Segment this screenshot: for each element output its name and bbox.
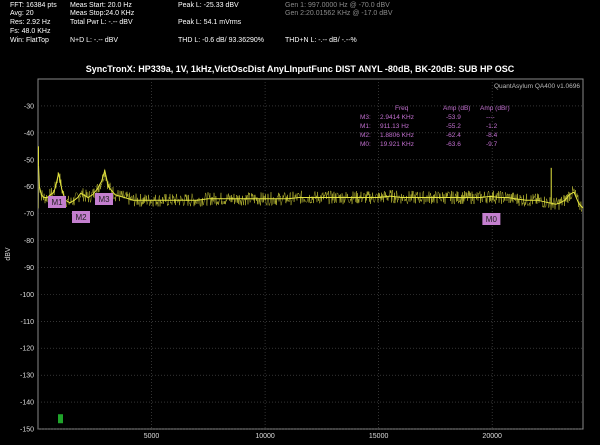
marker-table-cell: -1.2 [486, 123, 498, 130]
stat-line: Avg: 20 [10, 10, 34, 17]
y-axis-label: dBV [5, 247, 12, 261]
marker-table-header: Amp (dBr) [480, 105, 510, 112]
marker-label: M1 [51, 198, 63, 207]
marker-table-cell: M2: [360, 132, 371, 139]
y-tick-label: -120 [20, 346, 34, 353]
chart-title: SyncTronX: HP339a, 1V, 1kHz,VictOscDist … [85, 64, 515, 74]
y-tick-label: -110 [21, 319, 35, 326]
y-tick-label: -80 [24, 238, 34, 245]
marker-label: M3 [98, 195, 110, 204]
marker-label-box [72, 211, 90, 223]
marker-table-cell: ---- [486, 114, 495, 121]
y-tick-label: -40 [24, 130, 34, 137]
marker-table-cell: 1.8806 KHz [380, 132, 414, 139]
marker-table-cell: 19.921 KHz [380, 141, 414, 148]
marker-table-cell: M1: [360, 123, 371, 130]
y-tick-label: -60 [24, 184, 34, 191]
marker-table-cell: -63.6 [446, 141, 461, 148]
marker-table-cell: M3: [360, 114, 371, 121]
stat-line: Peak L: -25.33 dBV [178, 2, 239, 9]
marker-table-cell: M0: [360, 141, 371, 148]
marker-table-cell: -53.9 [446, 114, 461, 121]
y-tick-label: -30 [24, 103, 34, 110]
marker-table-cell: -62.4 [446, 132, 461, 139]
x-tick-label: 20000 [482, 433, 502, 440]
marker-table-cell: -8.4 [486, 132, 498, 139]
watermark: QuantAsylum QA400 v1.0696 [494, 83, 580, 90]
y-tick-label: -130 [20, 373, 34, 380]
y-tick-label: -140 [20, 400, 34, 407]
marker-table-cell: 911.13 Hz [380, 123, 409, 130]
marker-label-box [482, 213, 501, 225]
y-tick-label: -90 [24, 265, 34, 272]
marker-label: M0 [486, 215, 498, 224]
plot-area [37, 78, 584, 430]
stat-line: FFT: 16384 pts [10, 2, 57, 9]
y-tick-label: -100 [20, 292, 34, 299]
stat-line: THD L: -0.6 dB/ 93.36290% [178, 37, 264, 44]
marker-label: M2 [75, 213, 87, 222]
y-tick-label: -150 [20, 427, 34, 434]
stat-line: Fs: 48.0 KHz [10, 28, 51, 35]
green-indicator [58, 414, 63, 424]
marker-table-header: Freq [395, 105, 409, 112]
marker-label-box [48, 196, 66, 208]
marker-table-cell: -55.2 [446, 123, 461, 130]
stat-line: Meas Start: 20.0 Hz [70, 2, 132, 9]
stat-line: Meas Stop:24.0 KHz [70, 10, 135, 17]
marker-label-box [95, 193, 113, 205]
stat-line: Gen 1: 997.0000 Hz @ -70.0 dBV [285, 2, 390, 9]
marker-table-cell: -9.7 [486, 141, 498, 148]
spectrum-noise [38, 169, 583, 212]
stats-panel: FFT: 16384 pts Avg: 20 Res: 2.92 Hz Fs: 48.… [0, 0, 600, 56]
y-tick-label: -50 [24, 157, 34, 164]
x-tick-label: 15000 [369, 433, 389, 440]
stat-line: THD+N L: -.-- dB/ -.--% [285, 37, 357, 44]
x-tick-label: 5000 [144, 433, 160, 440]
x-tick-label: 10000 [255, 433, 275, 440]
stat-line: Res: 2.92 Hz [10, 19, 51, 26]
stat-line: Gen 2:20.01562 KHz @ -17.0 dBV [285, 10, 393, 17]
stat-line: Total Pwr L: -.-- dBV [70, 19, 133, 26]
marker-table-cell: 2.9414 KHz [380, 114, 414, 121]
marker-table-header: Amp (dB) [443, 105, 470, 112]
stat-line: Win: FlatTop [10, 37, 49, 44]
stat-line: N+D L: -.-- dBV [70, 37, 119, 44]
stat-line: Peak L: 54.1 mVrms [178, 19, 242, 26]
y-tick-label: -70 [24, 211, 34, 218]
